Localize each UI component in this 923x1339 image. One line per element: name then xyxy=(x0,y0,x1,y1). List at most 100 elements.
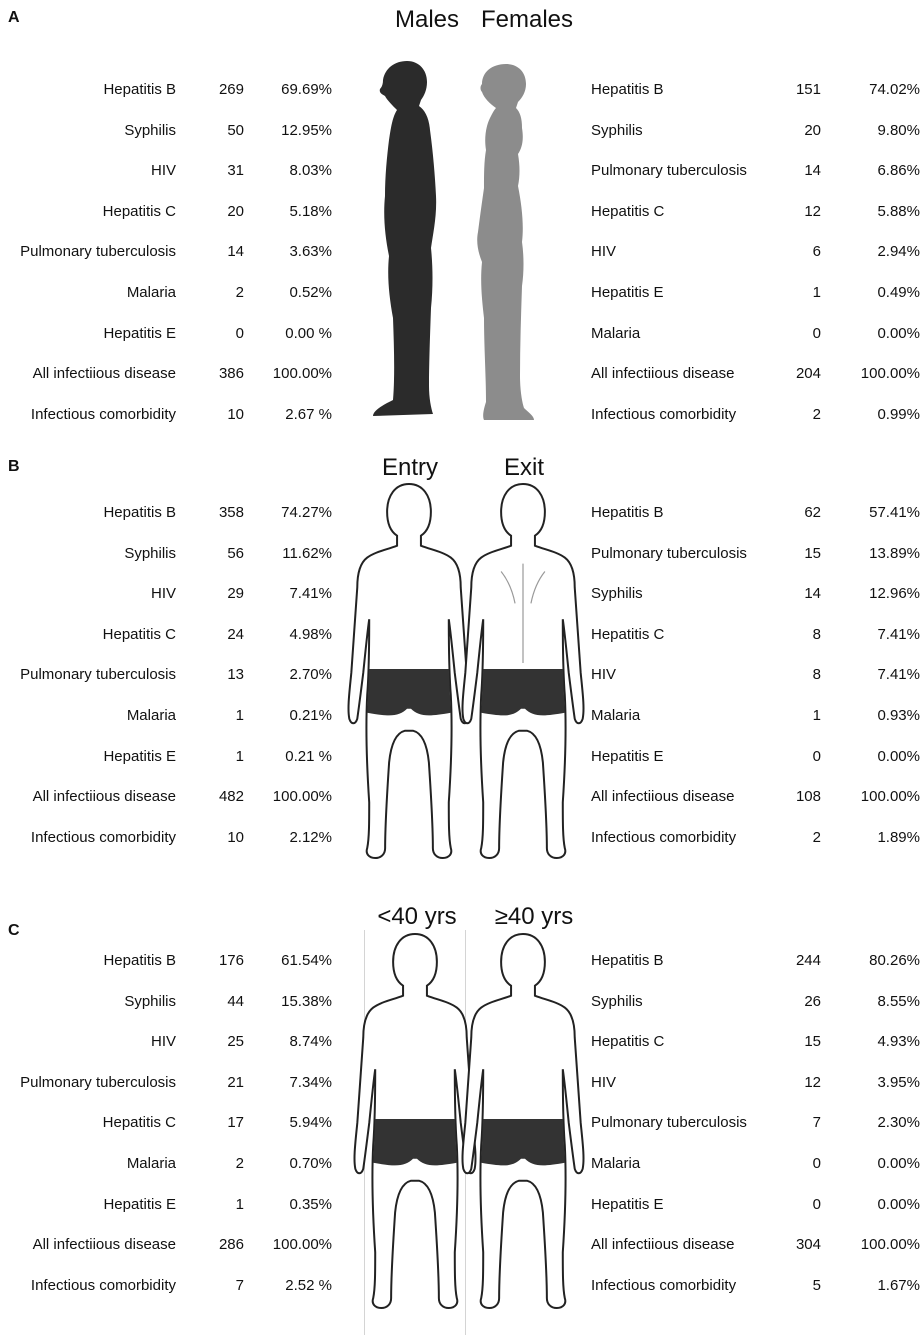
body-outline-icon xyxy=(461,483,585,860)
disease-name: HIV xyxy=(591,243,617,261)
table-row: Malaria 1 0.21% xyxy=(0,706,340,726)
case-percentage: 61.54% xyxy=(281,952,332,969)
case-percentage: 8.74% xyxy=(289,1033,332,1051)
case-percentage: 3.95% xyxy=(877,1073,920,1091)
male-silhouette-figure xyxy=(373,61,437,416)
disease-name: Hepatitis C xyxy=(102,1114,176,1132)
case-percentage: 8.55% xyxy=(877,992,920,1010)
disease-name: Hepatitis E xyxy=(591,284,664,301)
disease-name: Hepatitis E xyxy=(103,747,176,765)
disease-name: Pulmonary tuberculosis xyxy=(20,243,176,261)
case-count: 7 xyxy=(812,1114,821,1132)
case-count: 17 xyxy=(227,1114,244,1132)
table-row: Syphilis 56 11.62% xyxy=(0,544,340,564)
table-row: Pulmonary tuberculosis 13 2.70% xyxy=(0,665,340,685)
case-percentage: 2.67 % xyxy=(285,405,332,423)
case-count: 31 xyxy=(227,162,244,180)
table-row: Syphilis 20 9.80% xyxy=(591,121,921,141)
case-count: 244 xyxy=(795,952,821,969)
case-count: 386 xyxy=(218,365,244,383)
case-percentage: 100.00% xyxy=(272,1236,332,1254)
case-count: 269 xyxy=(218,81,244,98)
separator-line-left xyxy=(364,930,365,1335)
case-percentage: 0.35% xyxy=(289,1195,332,1213)
disease-name: Syphilis xyxy=(124,992,176,1010)
table-row: Pulmonary tuberculosis 21 7.34% xyxy=(0,1073,340,1093)
disease-name: Hepatitis E xyxy=(103,1195,176,1213)
table-row: Syphilis 44 15.38% xyxy=(0,992,340,1012)
disease-name: Hepatitis B xyxy=(591,81,664,98)
heading-females: Females xyxy=(480,6,574,33)
heading-entry: Entry xyxy=(381,454,438,481)
disease-name: All infectiious disease xyxy=(591,365,735,383)
disease-name: Pulmonary tuberculosis xyxy=(591,162,747,180)
case-count: 5 xyxy=(812,1276,821,1294)
table-row: All infectiious disease 482 100.00% xyxy=(0,787,340,807)
case-percentage: 100.00% xyxy=(272,788,332,806)
case-count: 20 xyxy=(227,202,244,220)
case-count: 50 xyxy=(227,121,244,139)
table-row: Hepatitis C 20 5.18% xyxy=(0,202,340,222)
case-percentage: 0.99% xyxy=(877,405,920,423)
table-row: HIV 29 7.41% xyxy=(0,584,340,604)
case-percentage: 0.49% xyxy=(877,284,920,301)
case-count: 0 xyxy=(235,324,244,342)
case-percentage: 7.41% xyxy=(877,666,920,684)
case-count: 8 xyxy=(812,666,821,684)
case-percentage: 0.70% xyxy=(289,1155,332,1172)
case-count: 14 xyxy=(804,585,821,603)
case-percentage: 100.00% xyxy=(860,788,920,806)
case-percentage: 15.38% xyxy=(281,992,332,1010)
table-row: Hepatitis E 0 0.00% xyxy=(591,1195,921,1215)
table-row: Malaria 1 0.93% xyxy=(591,706,921,726)
case-percentage: 100.00% xyxy=(860,365,920,383)
case-count: 0 xyxy=(812,1195,821,1213)
disease-name: Hepatitis C xyxy=(591,1033,665,1051)
heading-40-plus: ≥40 yrs xyxy=(494,903,574,930)
case-count: 0 xyxy=(812,747,821,765)
shorts-icon xyxy=(481,669,565,716)
case-percentage: 0.93% xyxy=(877,707,920,724)
case-count: 12 xyxy=(804,202,821,220)
case-percentage: 74.27% xyxy=(281,504,332,521)
table-row: Syphilis 50 12.95% xyxy=(0,121,340,141)
table-row: Infectious comorbidity 2 1.89% xyxy=(591,828,921,848)
disease-name: HIV xyxy=(150,585,176,603)
table-row: Syphilis 14 12.96% xyxy=(591,584,921,604)
table-row: All infectiious disease 386 100.00% xyxy=(0,364,340,384)
table-row: Pulmonary tuberculosis 15 13.89% xyxy=(591,544,921,564)
case-count: 286 xyxy=(218,1236,244,1254)
case-count: 1 xyxy=(235,707,244,724)
disease-name: All infectiious disease xyxy=(32,365,176,383)
disease-name: Hepatitis C xyxy=(591,625,665,643)
shorts-icon xyxy=(481,1119,565,1166)
case-count: 8 xyxy=(812,625,821,643)
case-percentage: 6.86% xyxy=(877,162,920,180)
exit-body-figure xyxy=(461,483,585,860)
table-row: Hepatitis B 151 74.02% xyxy=(591,80,921,100)
table-row: Infectious comorbidity 10 2.12% xyxy=(0,828,340,848)
case-percentage: 0.00% xyxy=(877,324,920,342)
case-count: 15 xyxy=(804,544,821,562)
case-count: 176 xyxy=(218,952,244,969)
table-row: Malaria 2 0.52% xyxy=(0,283,340,303)
disease-name: Malaria xyxy=(591,707,641,724)
disease-name: Hepatitis E xyxy=(103,324,176,342)
disease-name: All infectiious disease xyxy=(591,788,735,806)
disease-name: Pulmonary tuberculosis xyxy=(591,1114,747,1132)
under-40-body-figure xyxy=(353,933,477,1310)
table-row: Hepatitis B 176 61.54% xyxy=(0,951,340,971)
disease-name: Pulmonary tuberculosis xyxy=(20,666,176,684)
male-silhouette-icon xyxy=(373,61,437,416)
disease-name: Malaria xyxy=(591,324,641,342)
disease-name: Pulmonary tuberculosis xyxy=(591,544,747,562)
table-row: All infectiious disease 108 100.00% xyxy=(591,787,921,807)
disease-name: All infectiious disease xyxy=(591,1236,735,1254)
case-percentage: 4.98% xyxy=(289,625,332,643)
table-row: Pulmonary tuberculosis 7 2.30% xyxy=(591,1113,921,1133)
case-count: 6 xyxy=(812,243,821,261)
case-percentage: 0.21% xyxy=(289,707,332,724)
case-percentage: 0.00% xyxy=(877,747,920,765)
case-count: 2 xyxy=(812,405,821,423)
table-row: Malaria 0 0.00% xyxy=(591,1154,921,1174)
